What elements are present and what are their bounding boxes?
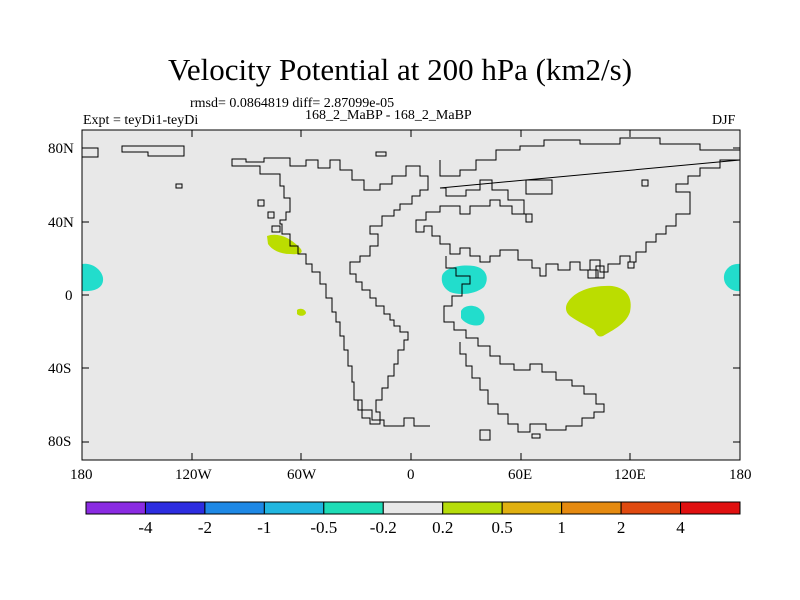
map-title: Velocity Potential at 200 hPa (km2/s) [167,52,633,87]
coastline-islands-a [257,199,281,233]
colorbar-swatch [620,501,682,515]
coastline-north [121,145,185,157]
season-label: DJF [712,113,736,128]
lon-label-120e: 120E [614,467,646,483]
positive-anomaly-small [297,308,306,316]
colorbar-swatch [263,501,325,515]
colorbar-swatch [442,501,503,515]
colorbar [85,501,741,515]
negative-anomaly-east-edge [723,263,740,292]
lat-label-40s: 40S [48,361,72,377]
coastline-africa [443,256,605,433]
colorbar-swatch [85,501,146,515]
coastline-islands-c [479,179,649,441]
lon-label-60w: 60W [287,467,317,483]
colorbar-swatch [561,501,622,515]
coastline-americas [231,157,429,425]
lon-label-120w: 120W [175,467,212,483]
experiment-label: Expt = teyDi1-teyDi [83,113,199,128]
colorbar-label: 1 [557,518,566,537]
negative-anomaly-west-edge [82,263,104,292]
lon-label-0: 0 [407,467,415,483]
stats-label: rmsd= 0.0864819 diff= 2.87099e-05 [190,96,395,111]
colorbar-label: -2 [197,518,212,537]
colorbar-label: -1 [257,518,272,537]
colorbar-swatch [144,501,206,515]
coastline-eurasia [415,137,741,277]
colorbar-label: 4 [676,518,685,537]
colorbar-swatch [323,501,384,515]
negative-anomaly-africa-north [441,265,487,295]
coastlines [82,137,741,441]
lat-label-0: 0 [65,288,73,304]
colorbar-label: -4 [138,518,153,537]
lat-label-80n: 80N [48,141,74,157]
colorbar-swatch [204,501,265,515]
colorbar-label: 0.2 [432,518,454,537]
colorbar-label: 0.5 [491,518,513,537]
cases-label: 168_2_MaBP - 168_2_MaBP [305,108,472,123]
lat-label-40n: 40N [48,215,74,231]
positive-anomaly-indian-ocean [565,285,631,337]
coastline-southern [356,399,430,427]
coastline-lake [525,179,553,195]
negative-anomaly-africa-south [461,305,485,326]
map-background [82,130,740,460]
positive-anomaly-americas [267,234,302,255]
lon-label-180w: 180 [70,467,93,483]
colorbar-label: -0.5 [310,518,338,537]
colorbar-label: 2 [616,518,626,537]
axis-ticks [81,130,741,460]
lon-label-180e: 180 [729,467,752,483]
lon-label-60e: 60E [508,467,533,483]
coastline-islands-b [175,151,605,279]
colorbar-swatch [680,501,741,515]
colorbar-swatch [501,501,563,515]
colorbar-swatch [382,501,444,515]
coastline-greenland [82,147,99,158]
colorbar-label: -0.2 [369,518,397,537]
shaded-anomalies [82,234,740,337]
lat-label-80s: 80S [48,434,72,450]
